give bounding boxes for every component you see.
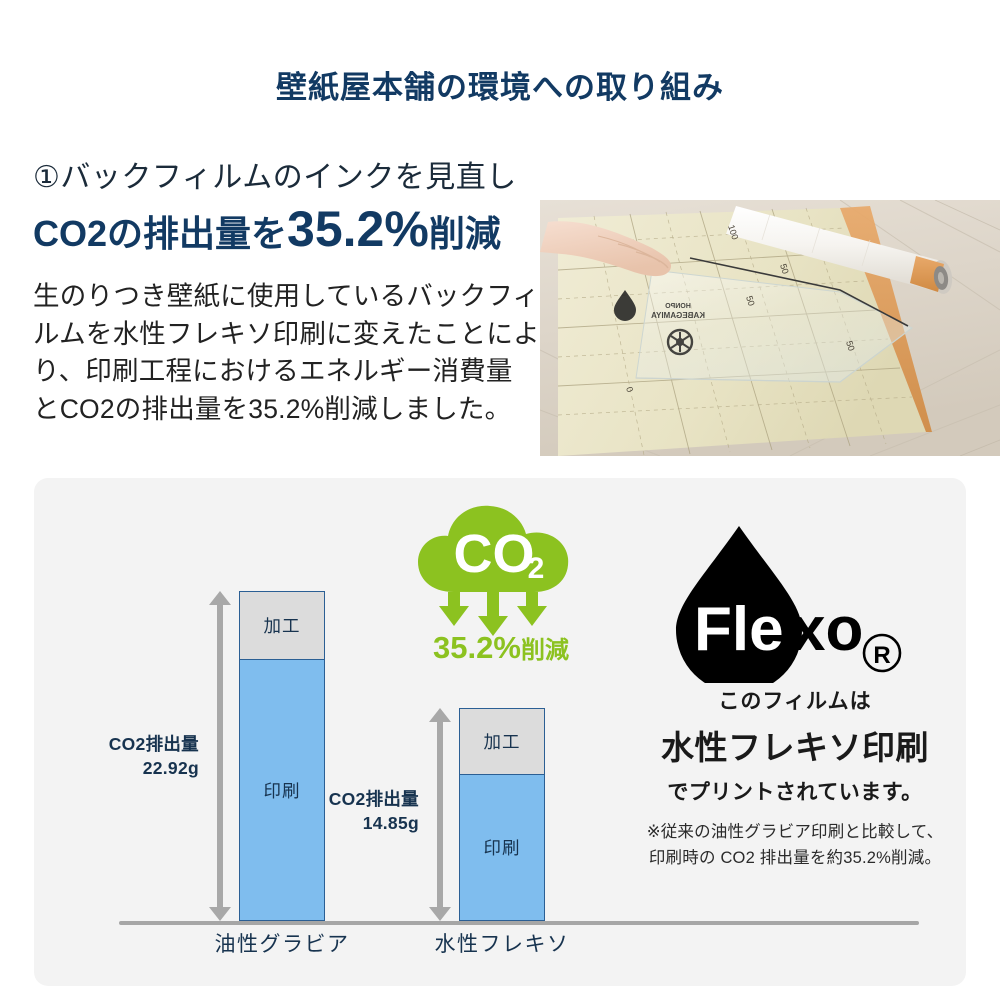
bar-segment-label-processing: 加工 — [263, 616, 301, 636]
bar-segment-label-processing: 加工 — [483, 732, 521, 752]
bar-category-flexo: 水性フレキソ — [434, 933, 570, 956]
svg-text:2: 2 — [528, 552, 545, 585]
bar-segment-label-printing: 印刷 — [263, 780, 301, 801]
measure-arrow-flexo — [429, 708, 451, 921]
svg-text:xo: xo — [791, 595, 863, 664]
intro-lead: ①バックフィルムのインクを見直し — [33, 161, 517, 194]
footnote-line: 印刷時の CO2 排出量を約35.2%削減。 — [648, 848, 942, 867]
flexo-line-2: 水性フレキソ印刷 — [661, 729, 929, 766]
svg-text:100: 100 — [726, 224, 740, 241]
measure-arrow-oil — [209, 591, 231, 921]
water-droplet-icon — [676, 526, 802, 693]
measure-caption-oil: CO2排出量 — [108, 734, 199, 754]
bar-flexo-printing: 印刷 — [459, 775, 545, 921]
body-line: ルムを水性フレキソ印刷に変えたことによ — [33, 318, 540, 349]
intro-body: 生のりつき壁紙に使用しているバックフィ ルムを水性フレキソ印刷に変えたことによ … — [33, 278, 548, 429]
intro-headline: CO2の排出量を35.2%削減 — [33, 204, 553, 257]
co2-cloud-badge: CO 2 — [406, 496, 596, 676]
flexo-block: Fle xo R このフィルムは 水性フレキソ印刷 でプリントされています。 ※… — [624, 518, 966, 871]
measure-value-flexo: 14.85g — [362, 812, 419, 833]
flexo-line-3: でプリントされています。 — [667, 781, 923, 804]
body-line: とCO2の排出量を35.2%削減しました。 — [33, 393, 512, 424]
bar-flexo-processing: 加工 — [459, 708, 545, 775]
footnote-line: ※従来の油性グラビア印刷と比較して、 — [646, 823, 944, 841]
svg-text:Fle: Fle — [694, 595, 784, 664]
co2-reduction-value: 35.2% — [433, 630, 521, 665]
svg-text:50: 50 — [778, 263, 791, 276]
headline-value: 35.2% — [287, 201, 429, 257]
bar-segment-label-printing: 印刷 — [483, 838, 521, 858]
svg-text:HONPO: HONPO — [665, 303, 691, 310]
flexo-footnote: ※従来の油性グラビア印刷と比較して、 印刷時の CO2 排出量を約35.2%削減… — [624, 820, 966, 871]
co2-reduction-suffix: 削減 — [520, 637, 569, 664]
down-arrows-icon — [439, 592, 547, 636]
headline-suffix: 削減 — [428, 213, 501, 254]
svg-text:50: 50 — [744, 295, 757, 308]
cloud-icon — [418, 505, 569, 592]
page-title: 壁紙屋本舗の環境への取り組み — [276, 70, 724, 105]
measure-label-oil: CO2排出量 22.92g — [64, 733, 199, 780]
svg-text:R: R — [873, 642, 890, 669]
comparison-panel: CO2排出量 22.92g 加工 印刷 油性グラビア CO2排出量 14.85g… — [34, 478, 966, 986]
co2-bar-chart: CO2排出量 22.92g 加工 印刷 油性グラビア CO2排出量 14.85g… — [34, 478, 919, 986]
svg-text:50: 50 — [844, 340, 857, 353]
bar-category-oil: 油性グラビア — [214, 933, 350, 956]
svg-text:0: 0 — [624, 386, 635, 394]
chart-baseline — [119, 921, 919, 925]
svg-text:CO: CO — [454, 524, 535, 584]
measure-caption-flexo: CO2排出量 — [328, 789, 419, 809]
bar-oil-processing: 加工 — [239, 591, 325, 660]
headline-prefix: CO2の排出量を — [33, 213, 288, 254]
body-line: り、印刷工程におけるエネルギー消費量 — [33, 356, 513, 387]
bar-oil-printing: 印刷 — [239, 660, 325, 921]
flexo-logo: Fle xo R — [624, 518, 966, 693]
measure-label-flexo: CO2排出量 14.85g — [284, 788, 419, 835]
measure-value-oil: 22.92g — [142, 757, 199, 778]
co2-reduction-text: 35.2%削減 — [406, 630, 596, 666]
registered-trademark-icon: R — [862, 633, 902, 673]
wallpaper-roll-photo: KABEGAMIYA HONPO 100 50 50 0 50 — [540, 200, 1000, 456]
flexo-line-1: このフィルムは — [718, 690, 872, 713]
svg-text:KABEGAMIYA: KABEGAMIYA — [651, 311, 705, 320]
body-line: 生のりつき壁紙に使用しているバックフィ — [33, 281, 540, 311]
